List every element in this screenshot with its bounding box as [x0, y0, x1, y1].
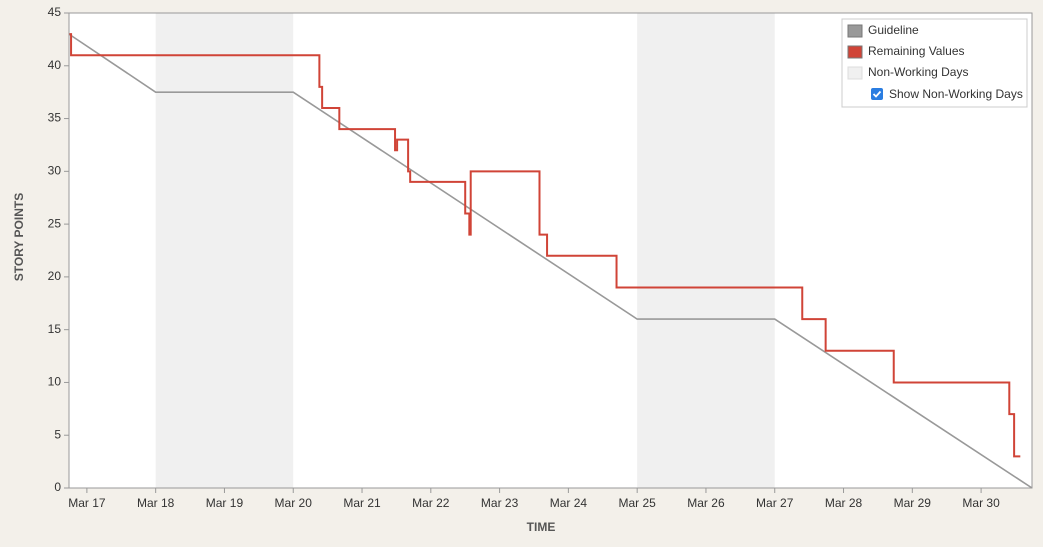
non-working-band	[637, 13, 775, 488]
legend-swatch	[847, 45, 863, 59]
x-tick-label: Mar 20	[275, 496, 313, 510]
x-tick-label: Mar 27	[756, 496, 794, 510]
y-axis-title: STORY POINTS	[12, 193, 26, 281]
legend: Guideline Remaining Values Non-Working D…	[841, 18, 1028, 108]
x-tick-label: Mar 24	[550, 496, 588, 510]
x-tick-label: Mar 23	[481, 496, 519, 510]
y-tick-label: 10	[48, 375, 62, 389]
y-tick-label: 30	[48, 164, 62, 178]
x-tick-label: Mar 21	[343, 496, 381, 510]
y-tick-label: 15	[48, 322, 62, 336]
legend-label: Guideline	[868, 23, 919, 37]
x-tick-label: Mar 19	[206, 496, 244, 510]
x-tick-label: Mar 22	[412, 496, 450, 510]
x-tick-label: Mar 29	[894, 496, 932, 510]
legend-swatch	[847, 24, 863, 38]
x-tick-label: Mar 17	[68, 496, 106, 510]
y-tick-label: 40	[48, 58, 62, 72]
checkbox-check	[872, 90, 882, 98]
x-axis-title: TIME	[527, 520, 556, 534]
legend-swatch	[847, 66, 863, 80]
y-tick-label: 45	[48, 5, 62, 19]
x-tick-label: Mar 18	[137, 496, 175, 510]
checkbox-box[interactable]	[871, 88, 883, 100]
y-tick-label: 20	[48, 269, 62, 283]
plot-border	[68, 12, 1033, 489]
x-tick-label: Mar 25	[618, 496, 656, 510]
checkbox-label[interactable]: Show Non-Working Days	[889, 87, 1023, 101]
x-tick-label: Mar 30	[962, 496, 1000, 510]
x-tick-label: Mar 26	[687, 496, 725, 510]
legend-label: Remaining Values	[868, 44, 965, 58]
legend-label: Non-Working Days	[868, 65, 968, 79]
series-line	[69, 33, 1021, 458]
y-tick-label: 25	[48, 216, 62, 230]
y-tick-label: 5	[54, 427, 61, 441]
y-tick-label: 0	[54, 480, 61, 494]
y-tick-label: 35	[48, 111, 62, 125]
non-working-band	[155, 13, 294, 488]
lines	[68, 33, 1033, 489]
x-tick-label: Mar 28	[825, 496, 863, 510]
checkbox[interactable]	[871, 88, 883, 100]
